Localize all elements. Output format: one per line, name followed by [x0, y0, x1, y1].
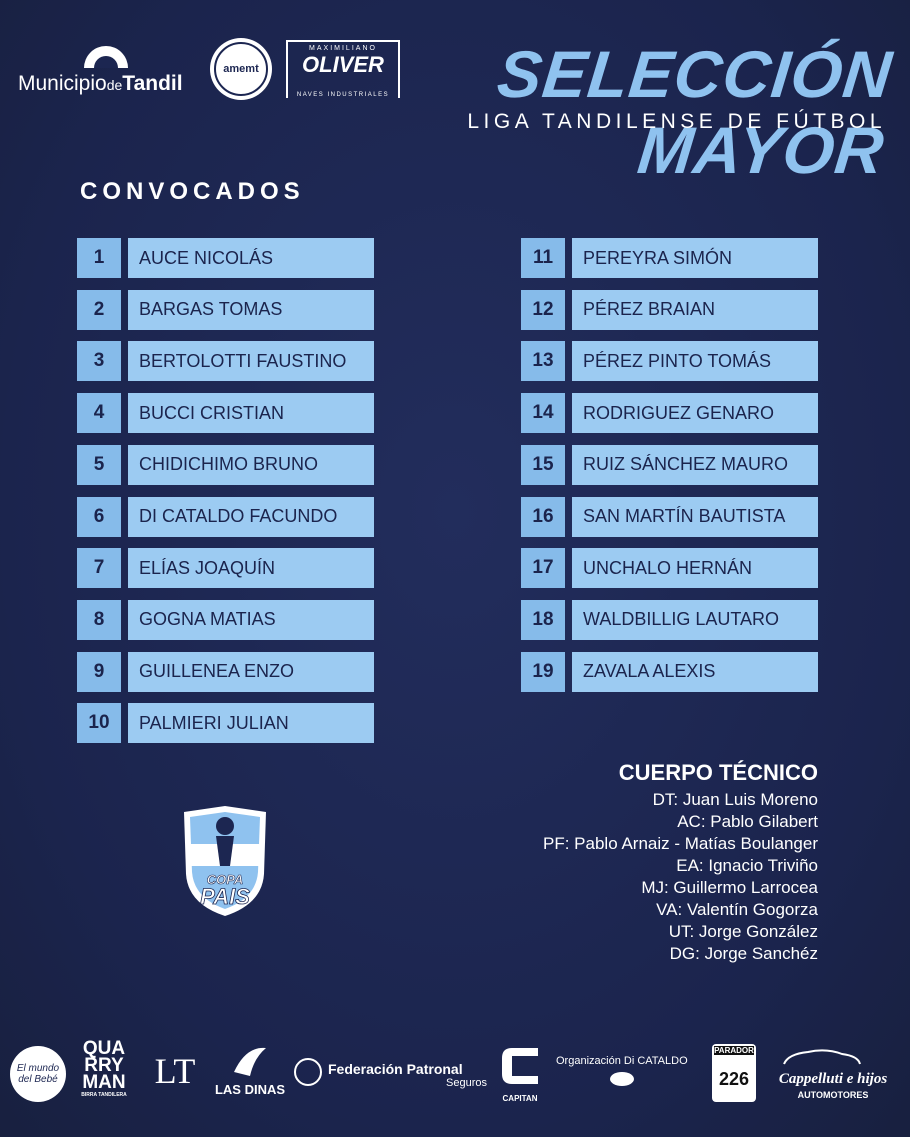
- sponsor-logo: Seguros: [446, 1077, 487, 1089]
- player-number: 9: [77, 651, 121, 692]
- player-name: PÉREZ PINTO TOMÁS: [572, 341, 818, 382]
- player-number: 8: [77, 599, 121, 640]
- player-number: 1: [77, 238, 121, 278]
- player-name: ZAVALA ALEXIS: [572, 651, 818, 692]
- staff-member: AC: Pablo Gilabert: [677, 812, 818, 831]
- logo-text: OLIVER: [302, 52, 384, 77]
- staff-member: DT: Juan Luis Moreno: [652, 790, 818, 809]
- logo-text: MAXIMILIANO: [309, 45, 377, 52]
- player-number: 11: [521, 238, 565, 278]
- player-number: 14: [521, 393, 565, 434]
- sponsor-logo: Organización Di CATALDO: [556, 1055, 688, 1067]
- sponsor-logo: LT: [154, 1051, 196, 1091]
- logo-text: MAN: [82, 1072, 126, 1093]
- sponsor-logo: Cappelluti e hijos: [778, 1071, 888, 1087]
- player-name: GOGNA MATIAS: [128, 599, 374, 640]
- player-name: RUIZ SÁNCHEZ MAURO: [572, 444, 818, 485]
- logo-text: COPA: [207, 872, 244, 887]
- player-number: 19: [521, 651, 565, 692]
- player-name: AUCE NICOLÁS: [128, 238, 374, 278]
- player-number: 4: [77, 393, 121, 434]
- player-number: 10: [77, 703, 121, 744]
- sponsor-logo: PARADOR 226: [712, 1044, 756, 1102]
- staff-heading: CUERPO TÉCNICO: [618, 760, 818, 785]
- sponsor-logo: AUTOMOTORES: [797, 1090, 869, 1100]
- staff-member: PF: Pablo Arnaiz - Matías Boulanger: [543, 834, 818, 853]
- player-number: 13: [521, 341, 565, 382]
- staff-member: VA: Valentín Gogorza: [656, 900, 818, 919]
- capitan-icon: [502, 1048, 538, 1084]
- player-name: BARGAS TOMAS: [128, 289, 374, 330]
- logo-text: El mundo: [16, 1063, 60, 1074]
- logo-text: PARADOR: [714, 1046, 754, 1055]
- logo-text: NAVES INDUSTRIALES: [296, 92, 390, 98]
- logo-text: Municipio: [18, 72, 107, 95]
- sponsor-logo: Federación Patronal: [328, 1061, 463, 1077]
- logo-text: RRY: [84, 1055, 124, 1076]
- las-dinas-icon: [234, 1047, 266, 1076]
- player-name: DI CATALDO FACUNDO: [128, 496, 374, 537]
- logo-text: PAIS: [200, 884, 250, 909]
- staff-member: DG: Jorge Sanchéz: [669, 944, 818, 963]
- player-number: 12: [521, 289, 565, 330]
- player-name: CHIDICHIMO BRUNO: [128, 444, 374, 485]
- player-name: UNCHALO HERNÁN: [572, 548, 818, 589]
- oliver-logo: MAXIMILIANO OLIVER NAVES INDUSTRIALES: [286, 40, 400, 98]
- municipio-icon: [84, 46, 128, 68]
- player-number: 7: [77, 548, 121, 589]
- logo-text: amemt: [214, 42, 268, 96]
- federacion-icon: [294, 1058, 322, 1086]
- player-number: 16: [521, 496, 565, 537]
- car-icon: [783, 1049, 861, 1065]
- player-number: 17: [521, 548, 565, 589]
- sponsor-logo: CAPITAN: [502, 1094, 538, 1103]
- player-number: 18: [521, 599, 565, 640]
- player-name: BUCCI CRISTIAN: [128, 393, 374, 434]
- staff-member: UT: Jorge González: [668, 922, 818, 941]
- di-cataldo-icon: [610, 1072, 634, 1086]
- squad-heading: CONVOCADOS: [80, 178, 305, 205]
- sponsor-logo: QUA RRY MAN BIRRA TANDILERA: [72, 1038, 136, 1099]
- amemt-logo: amemt: [210, 38, 272, 100]
- subtitle: LIGA TANDILENSE DE FÚTBOL: [467, 110, 886, 133]
- player-name: BERTOLOTTI FAUSTINO: [128, 341, 374, 382]
- player-name: PEREYRA SIMÓN: [572, 238, 818, 278]
- player-name: RODRIGUEZ GENARO: [572, 393, 818, 434]
- player-number: 15: [521, 444, 565, 485]
- player-name: SAN MARTÍN BAUTISTA: [572, 496, 818, 537]
- player-number: 5: [77, 444, 121, 485]
- player-name: PÉREZ BRAIAN: [572, 289, 818, 330]
- sponsor-logo: El mundo del Bebé: [10, 1046, 66, 1102]
- player-name: PALMIERI JULIAN: [128, 703, 374, 744]
- logo-text: Tandil: [122, 72, 183, 95]
- staff-member: MJ: Guillermo Larrocea: [641, 878, 818, 897]
- sponsor-logo: LAS DINAS: [214, 1082, 286, 1097]
- logo-text: del Bebé: [18, 1074, 58, 1085]
- player-name: GUILLENEA ENZO: [128, 651, 374, 692]
- player-name: WALDBILLIG LAUTARO: [572, 599, 818, 640]
- logo-text: de: [106, 77, 123, 93]
- municipio-logo: MunicipiodeTandil: [18, 72, 183, 96]
- logo-text: QUA: [82, 1038, 126, 1059]
- logo-text: 226: [718, 1069, 750, 1089]
- staff-member: EA: Ignacio Triviño: [676, 856, 818, 875]
- logo-text: BIRRA TANDILERA: [81, 1092, 127, 1098]
- player-number: 3: [77, 341, 121, 382]
- player-number: 6: [77, 496, 121, 537]
- player-number: 2: [77, 289, 121, 330]
- copa-logo: COPA PAIS: [184, 806, 266, 916]
- player-name: ELÍAS JOAQUÍN: [128, 548, 374, 589]
